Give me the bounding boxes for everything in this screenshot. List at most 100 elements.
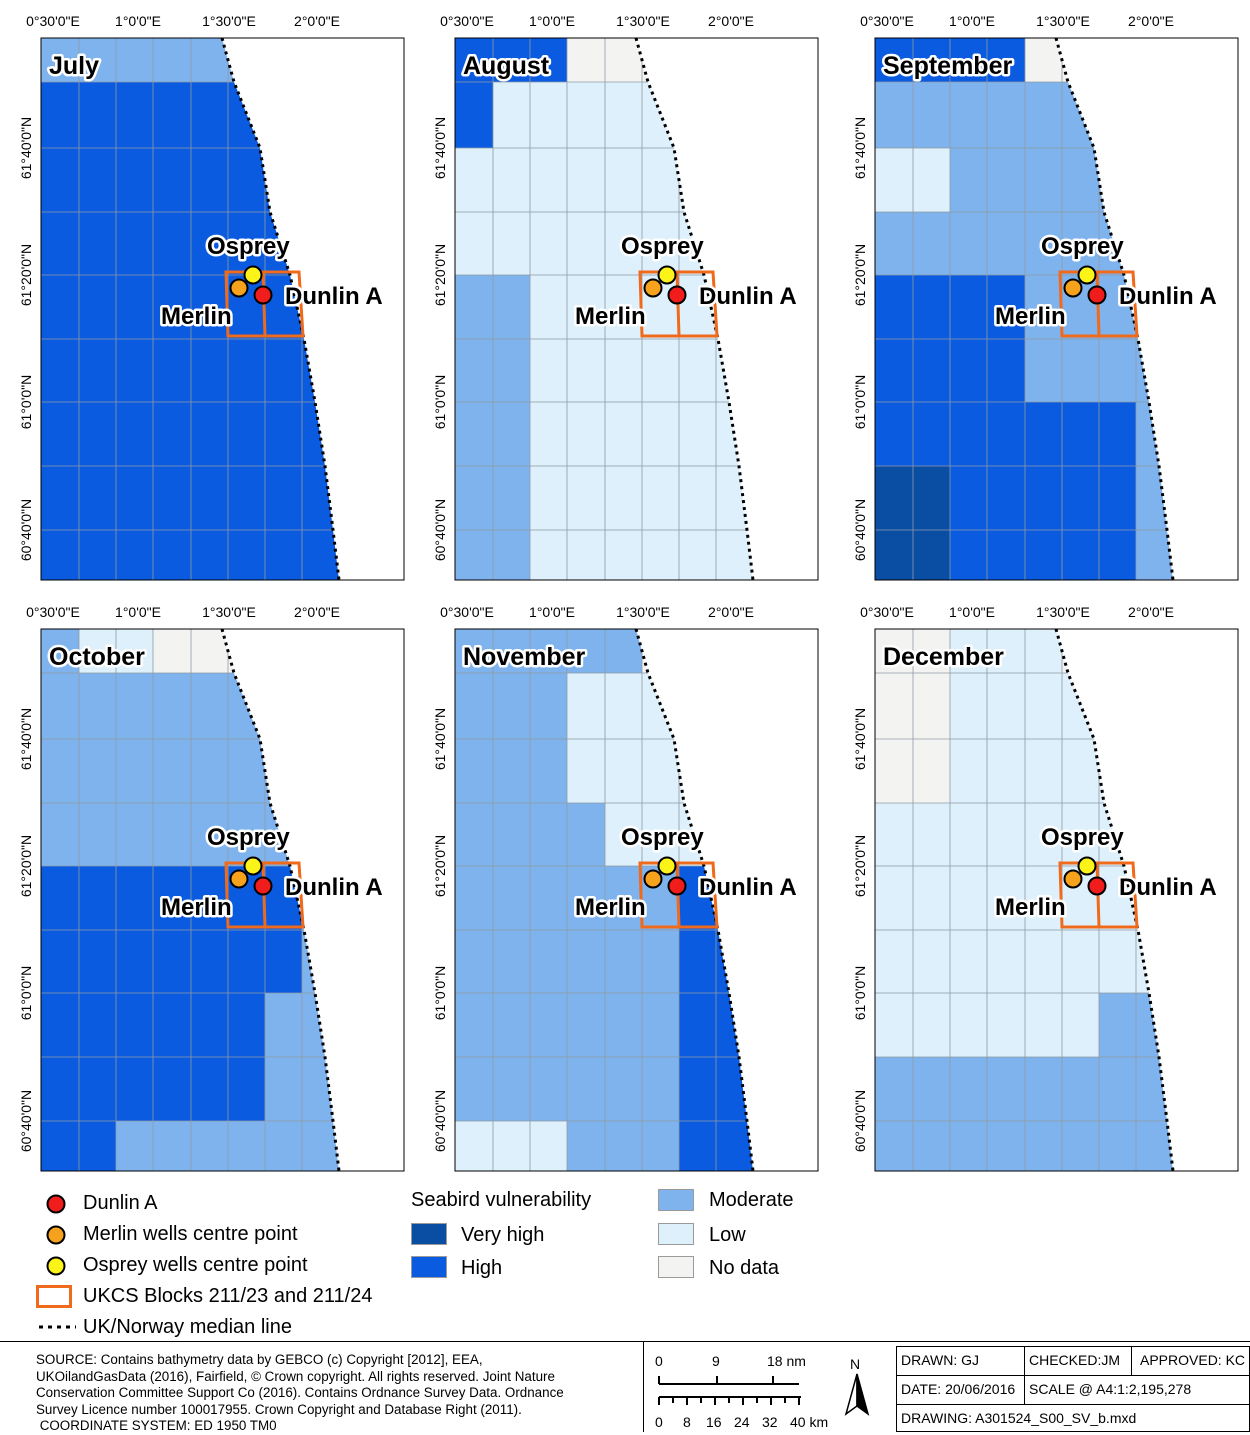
grid-cell [605,993,642,1057]
grid-cell [530,930,567,993]
grid-cell [191,82,228,148]
grid-cell [913,993,950,1057]
longitude-tick-label: 2°0'0"E [1128,604,1174,620]
latitude-tick-label: 61°0'0"N [18,966,34,1021]
grid-cell [1025,339,1062,402]
drawing-cell: DRAWING: A301524_S00_SV_b.mxd [896,1404,1250,1432]
grid-cell [1025,1121,1062,1171]
grid-cell [191,275,228,339]
scale-nm-9: 9 [712,1353,720,1369]
grid-cell [567,673,605,739]
grid-cell [987,673,1025,739]
osprey-point [1077,265,1097,285]
grid-cell [1174,993,1211,1057]
grid-cell [493,866,530,930]
grid-cell [302,1057,339,1121]
latitude-tick-label: 61°20'0"N [852,835,868,897]
grid-cell [716,629,753,673]
grid-cell [754,402,791,466]
legend-median-label: UK/Norway median line [83,1316,292,1338]
grid-cell [1136,993,1173,1057]
grid-cell [228,1121,265,1171]
grid-cell [875,930,913,993]
grid-cell [153,629,191,673]
longitude-tick-label: 1°30'0"E [616,13,670,29]
grid-cell [1174,1057,1211,1121]
grid-cell [987,530,1025,580]
merlin-label: Merlin [575,894,646,921]
scale-km-32: 32 [762,1414,778,1430]
low-swatch [658,1223,694,1245]
grid-cell [1025,629,1062,673]
median-line [220,37,341,581]
longitude-tick-label: 0°30'0"E [440,604,494,620]
grid-cell [987,212,1025,275]
grid-cell [41,212,79,275]
grid-cell [153,148,191,212]
grid-cell [116,275,153,339]
grid-cell [716,339,753,402]
longitude-tick-label: 2°0'0"E [708,604,754,620]
grid-cell [302,212,339,275]
latitude-tick-label: 61°20'0"N [432,835,448,897]
grid-cell [642,339,679,402]
longitude-tick-label: 1°30'0"E [616,604,670,620]
grid-cell [265,629,302,673]
grid-cell [530,1121,567,1171]
grid-cell [567,629,605,673]
grid-cell [530,1057,567,1121]
grid-cell [913,530,950,580]
grid-cell [987,629,1025,673]
grid-cell [455,148,493,212]
latitude-tick-label: 60°40'0"N [18,499,34,561]
grid-cell [79,1057,116,1121]
grid-cell [1174,1121,1211,1171]
dunlin-label: Dunlin A [285,874,383,901]
grid-cell [191,530,228,580]
grid-cell [1062,739,1099,803]
grid-cell [1099,1121,1136,1171]
grid-cell [1174,930,1211,993]
scale-nm-18: 18 nm [767,1353,806,1369]
grid-cell [493,530,530,580]
grid-cell [716,993,753,1057]
grid-cell [79,212,116,275]
grid-cell [79,930,116,993]
grid-cell [950,466,987,530]
grid-cell [153,1121,191,1171]
grid-cell [228,339,265,402]
grid-cell [567,803,605,866]
latitude-tick-label: 61°0'0"N [852,375,868,430]
grid-cell [1136,148,1173,212]
grid-cell [1174,530,1211,580]
map-canvas: October Osprey Merlin Dunlin A 0°30'0"E 1°0'0… [18,604,405,1172]
grid-cell [79,148,116,212]
grid-cell [153,866,191,930]
grid-cell [191,212,228,275]
north-arrow-icon [844,1373,870,1416]
latitude-tick-label: 61°40'0"N [432,117,448,179]
grid-cell [1062,339,1099,402]
grid-cell [1062,466,1099,530]
grid-cell [493,402,530,466]
map-frame [874,628,1239,1172]
dunlin-legend-symbol [46,1194,66,1214]
latitude-tick-label: 61°20'0"N [432,244,448,306]
merlin-point [1063,869,1083,889]
grid-cell [716,673,753,739]
scale-cell: SCALE @ A4:1:2,195,278 [1024,1375,1250,1405]
grid-cell [302,38,339,82]
grid-cell [530,866,567,930]
grid-cell [679,530,716,580]
grid-cell [79,38,116,82]
grid-cell [1099,402,1136,466]
grid-cell [1062,38,1099,82]
grid-cell [530,629,567,673]
grid-cell [605,673,642,739]
source-line: SOURCE: Contains bathymetry data by GEBC… [36,1352,483,1367]
grid-cell [875,993,913,1057]
merlin-label: Merlin [161,303,232,330]
grid-cell [679,82,716,148]
grid-cell [455,930,493,993]
legend-low-label: Low [709,1224,746,1246]
